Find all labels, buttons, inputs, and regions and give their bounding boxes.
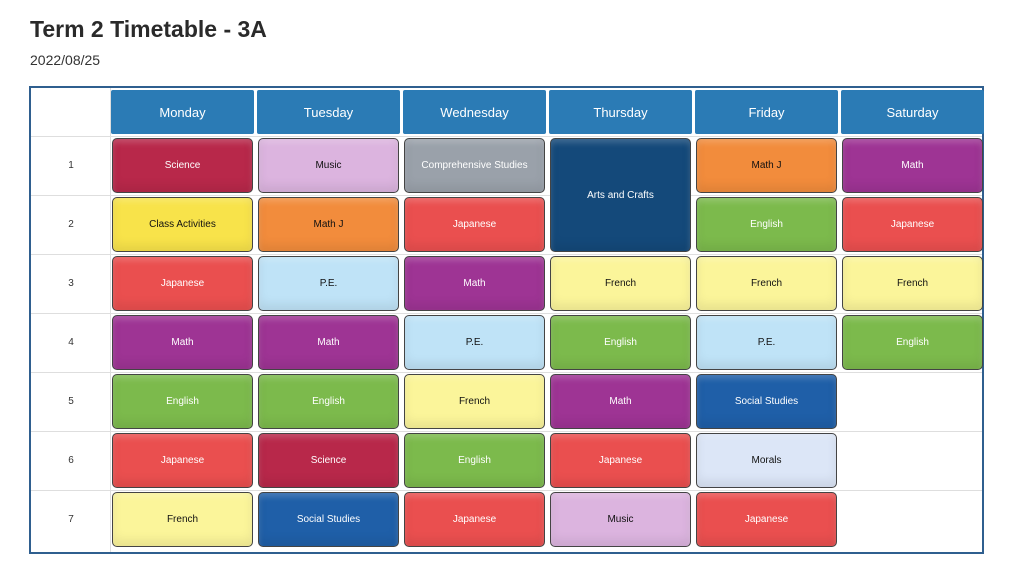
period-number: 7 [68, 514, 74, 525]
day-header-monday: Monday [111, 90, 254, 134]
column-divider [110, 88, 111, 552]
row-divider [31, 313, 982, 314]
day-header-wednesday: Wednesday [403, 90, 546, 134]
lesson-cell-french: French [842, 256, 983, 311]
timetable-date: 2022/08/25 [30, 52, 101, 68]
row-divider [31, 490, 982, 491]
lesson-cell-japanese: Japanese [550, 433, 691, 488]
lesson-cell-japanese: Japanese [404, 197, 545, 252]
lesson-cell-japanese: Japanese [842, 197, 983, 252]
lesson-cell-english: English [258, 374, 399, 429]
period-number: 4 [68, 337, 74, 348]
day-header-tuesday: Tuesday [257, 90, 400, 134]
lesson-cell-math: Math [842, 138, 983, 193]
lesson-cell-english: English [112, 374, 253, 429]
lesson-cell-p-e: P.E. [404, 315, 545, 370]
timetable-grid: Monday Tuesday Wednesday Thursday Friday Satu… [29, 86, 984, 554]
page-title: Term 2 Timetable - 3A [30, 16, 267, 42]
day-header-friday: Friday [695, 90, 838, 134]
lesson-cell-japanese: Japanese [404, 492, 545, 547]
row-divider [31, 136, 982, 137]
period-number: 2 [68, 219, 74, 230]
day-header-saturday: Saturday [841, 90, 984, 134]
lesson-cell-morals: Morals [696, 433, 837, 488]
lesson-cell-french: French [696, 256, 837, 311]
lesson-cell-music: Music [550, 492, 691, 547]
lesson-cell-social-studies: Social Studies [696, 374, 837, 429]
lesson-cell-english: English [550, 315, 691, 370]
period-number: 6 [68, 455, 74, 466]
lesson-cell-japanese: Japanese [112, 433, 253, 488]
lesson-cell-math: Math [112, 315, 253, 370]
lesson-cell-science: Science [112, 138, 253, 193]
row-divider [31, 254, 982, 255]
lesson-cell-comprehensive-studies: Comprehensive Studies [404, 138, 545, 193]
row-divider [31, 372, 982, 373]
lesson-cell-p-e: P.E. [258, 256, 399, 311]
lesson-cell-french: French [404, 374, 545, 429]
lesson-cell-class-activities: Class Activities [112, 197, 253, 252]
lesson-cell-math-j: Math J [696, 138, 837, 193]
lesson-cell-english: English [404, 433, 545, 488]
lesson-cell-math: Math [404, 256, 545, 311]
lesson-cell-english: English [842, 315, 983, 370]
lesson-cell-math: Math [550, 374, 691, 429]
lesson-cell-arts-and-crafts: Arts and Crafts [550, 138, 691, 252]
lesson-cell-french: French [112, 492, 253, 547]
row-divider [31, 431, 982, 432]
row-divider [31, 195, 982, 196]
lesson-cell-math: Math [258, 315, 399, 370]
lesson-cell-science: Science [258, 433, 399, 488]
lesson-cell-p-e: P.E. [696, 315, 837, 370]
period-number: 3 [68, 278, 74, 289]
lesson-cell-social-studies: Social Studies [258, 492, 399, 547]
lesson-cell-japanese: Japanese [696, 492, 837, 547]
period-number: 5 [68, 396, 74, 407]
period-number: 1 [68, 160, 74, 171]
lesson-cell-japanese: Japanese [112, 256, 253, 311]
lesson-cell-french: French [550, 256, 691, 311]
lesson-cell-english: English [696, 197, 837, 252]
lesson-cell-math-j: Math J [258, 197, 399, 252]
lesson-cell-music: Music [258, 138, 399, 193]
day-header-thursday: Thursday [549, 90, 692, 134]
